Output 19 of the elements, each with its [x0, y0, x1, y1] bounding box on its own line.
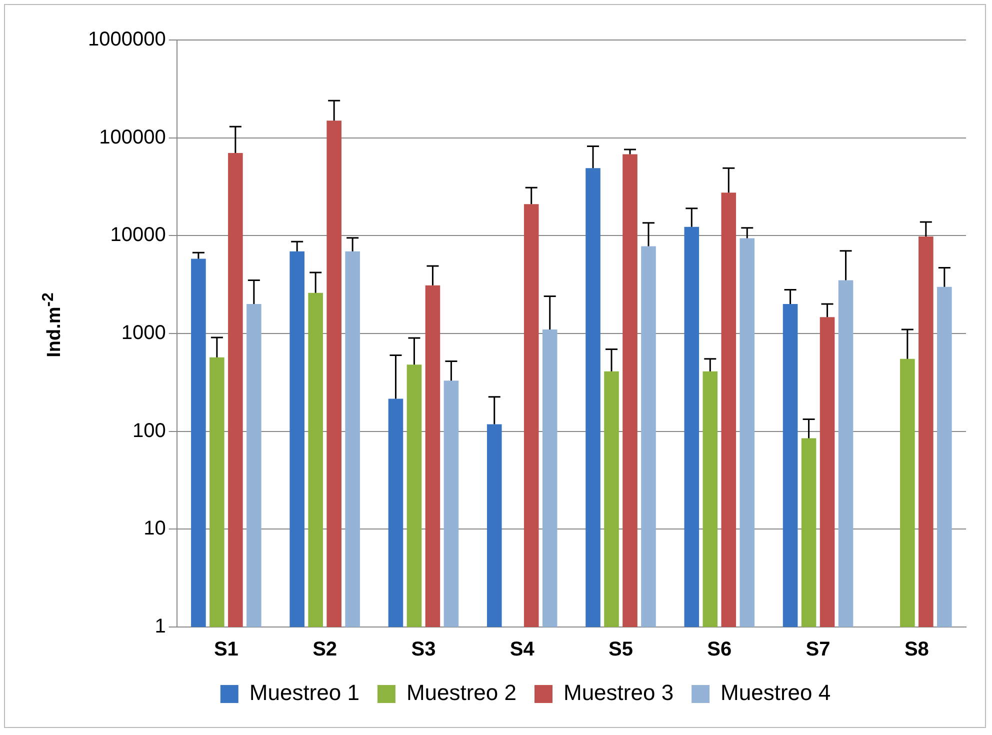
y-tick-label: 1 [154, 616, 166, 638]
x-tick-label: S5 [608, 638, 633, 661]
x-tick-label: S4 [510, 638, 536, 661]
x-tick-label: S2 [312, 638, 338, 661]
legend-label: Muestreo 1 [249, 680, 360, 706]
y-tick-label: 1000000 [88, 28, 166, 51]
x-tick-label: S6 [707, 638, 732, 661]
legend-label: Muestreo 4 [720, 680, 831, 706]
x-tick-label: S3 [411, 638, 436, 661]
legend-label: Muestreo 3 [564, 680, 674, 706]
legend-label: Muestreo 2 [406, 680, 517, 706]
x-tick-label: S1 [214, 638, 238, 661]
y-tick-label: 10 [144, 518, 166, 540]
y-tick-label: 1000 [121, 322, 166, 344]
x-tick-label: S8 [904, 638, 929, 661]
y-tick-label: 10000 [110, 224, 166, 246]
x-tick-label: S7 [806, 638, 830, 661]
y-tick-label: 100000 [99, 126, 166, 148]
y-tick-label: 100 [132, 420, 166, 442]
